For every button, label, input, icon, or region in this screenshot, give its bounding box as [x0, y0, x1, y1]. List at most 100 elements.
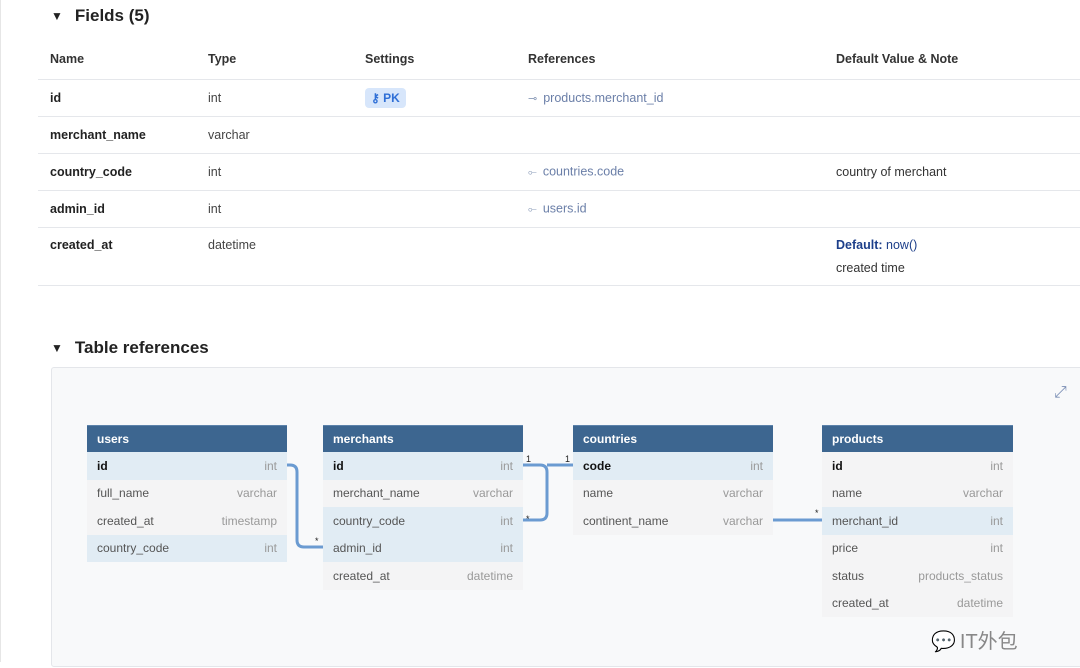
db-field-row[interactable]: id int — [822, 452, 1013, 480]
field-note: created time — [836, 261, 905, 275]
db-field-type: timestamp — [221, 513, 277, 528]
col-type: Type — [208, 51, 237, 66]
db-field-row[interactable]: price int — [822, 534, 1013, 562]
table-row: country_code int ⟜ countries.code country… — [38, 154, 1080, 191]
db-field-row[interactable]: code int — [573, 452, 773, 480]
db-field-row[interactable]: created_at datetime — [323, 562, 523, 590]
db-field-row[interactable]: country_code int — [323, 507, 523, 535]
db-field-type: int — [750, 458, 763, 473]
field-type: int — [208, 91, 222, 105]
db-field-type: int — [990, 513, 1003, 528]
db-field-name: name — [832, 486, 863, 501]
many-to-one-icon: ⟜ — [528, 203, 537, 216]
db-field-row[interactable]: status products_status — [822, 562, 1013, 590]
db-field-type: int — [500, 458, 513, 473]
field-name: admin_id — [50, 202, 105, 216]
db-field-type: varchar — [722, 486, 763, 501]
relationship-lines — [273, 463, 822, 549]
db-table-header[interactable]: users — [87, 425, 287, 452]
table-row: admin_id int ⟜ users.id — [38, 191, 1080, 228]
watermark: 💬 IT外包 — [931, 631, 1018, 653]
fields-section-header[interactable]: ▼ Fields (5) — [51, 6, 150, 25]
db-table-header[interactable]: merchants — [323, 425, 523, 452]
fields-table-header: Name Type Settings References Default Va… — [38, 38, 1080, 80]
db-field-type: datetime — [466, 568, 513, 583]
db-field-type: varchar — [236, 486, 277, 501]
db-field-type: int — [500, 513, 513, 528]
db-field-name: name — [583, 486, 614, 501]
field-default: Default: now() — [836, 238, 918, 252]
db-field-row[interactable]: full_name varchar — [87, 479, 287, 507]
field-note: country of merchant — [836, 165, 947, 179]
table-row: merchant_name varchar — [38, 117, 1080, 154]
db-field-name: id — [832, 458, 843, 473]
collapse-triangle-icon: ▼ — [51, 341, 63, 355]
db-table-header[interactable]: countries — [573, 425, 773, 452]
db-field-row[interactable]: country_code int — [87, 534, 287, 562]
db-field-name: merchant_name — [333, 486, 420, 501]
field-name: country_code — [50, 165, 132, 179]
db-table-merchants[interactable]: merchants id int merchant_name varchar countr… — [323, 425, 523, 590]
db-field-row[interactable]: name varchar — [573, 479, 773, 507]
fields-table: Name Type Settings References Default Va… — [38, 38, 1080, 286]
db-field-name: created_at — [832, 596, 889, 611]
col-default: Default Value & Note — [836, 51, 959, 66]
collapse-triangle-icon: ▼ — [51, 9, 63, 23]
db-table-products[interactable]: products id int name varchar merchant_id int pr… — [822, 425, 1013, 617]
db-field-row[interactable]: created_at datetime — [822, 589, 1013, 617]
field-type: datetime — [208, 238, 256, 252]
db-field-row[interactable]: id int — [87, 452, 287, 480]
db-field-name: created_at — [97, 513, 154, 528]
db-field-row[interactable]: name varchar — [822, 479, 1013, 507]
reference-link[interactable]: ⟜ countries.code — [528, 164, 625, 179]
field-name: created_at — [50, 238, 113, 252]
db-field-name: id — [333, 458, 344, 473]
refs-section-header[interactable]: ▼ Table references — [51, 338, 209, 357]
db-field-name: admin_id — [333, 541, 382, 556]
db-field-type: int — [990, 541, 1003, 556]
key-icon: ⚷ — [371, 91, 384, 105]
db-field-name: full_name — [97, 486, 150, 501]
db-table-users[interactable]: users id int full_name varchar created_at time… — [87, 425, 287, 562]
many-to-one-icon: ⟜ — [528, 166, 537, 179]
cardinality-label: * — [315, 536, 319, 546]
db-field-type: datetime — [956, 596, 1003, 611]
db-field-name: merchant_id — [832, 513, 899, 528]
db-field-name: code — [583, 458, 612, 473]
link-users-merchants — [273, 463, 323, 549]
db-field-type: products_status — [918, 568, 1003, 583]
db-field-name: country_code — [333, 513, 406, 528]
db-field-name: price — [832, 541, 859, 556]
db-field-type: varchar — [722, 513, 763, 528]
reference-link[interactable]: ⊸ products.merchant_id — [528, 91, 664, 105]
reference-link[interactable]: ⟜ users.id — [528, 201, 587, 216]
field-type: int — [208, 202, 222, 216]
cardinality-label: 1 — [565, 454, 571, 464]
field-type: int — [208, 165, 222, 179]
db-field-row[interactable]: admin_id int — [323, 534, 523, 562]
db-field-name: id — [97, 458, 108, 473]
diagram-canvas[interactable]: ⤢ 1 * * 1 * 1 * usersidintfull_namevarch… — [51, 367, 1080, 667]
field-type: varchar — [208, 128, 250, 142]
db-table-header[interactable]: products — [822, 425, 1013, 452]
one-to-many-icon: ⊸ — [528, 93, 538, 105]
db-field-type: varchar — [472, 486, 513, 501]
wechat-icon: 💬 — [931, 631, 956, 653]
db-field-type: int — [264, 458, 277, 473]
db-field-type: int — [264, 541, 277, 556]
db-field-row[interactable]: merchant_id int — [822, 507, 1013, 535]
db-field-name: created_at — [333, 568, 390, 583]
table-row: id int ⚷ PK ⊸ products.merchant_id — [38, 80, 1080, 117]
db-table-countries[interactable]: countries code int name varchar continent_nam… — [573, 425, 773, 535]
pk-badge: ⚷ PK — [365, 88, 406, 108]
expand-icon[interactable]: ⤢ — [1054, 384, 1067, 401]
db-field-row[interactable]: merchant_name varchar — [323, 479, 523, 507]
link-merchants-countries — [523, 463, 573, 522]
db-field-type: varchar — [962, 486, 1003, 501]
field-name: id — [50, 91, 62, 105]
cardinality-label: * — [815, 508, 819, 518]
db-field-row[interactable]: created_at timestamp — [87, 507, 287, 535]
db-field-row[interactable]: id int — [323, 452, 523, 480]
db-field-name: country_code — [97, 541, 170, 556]
db-field-row[interactable]: continent_name varchar — [573, 507, 773, 535]
